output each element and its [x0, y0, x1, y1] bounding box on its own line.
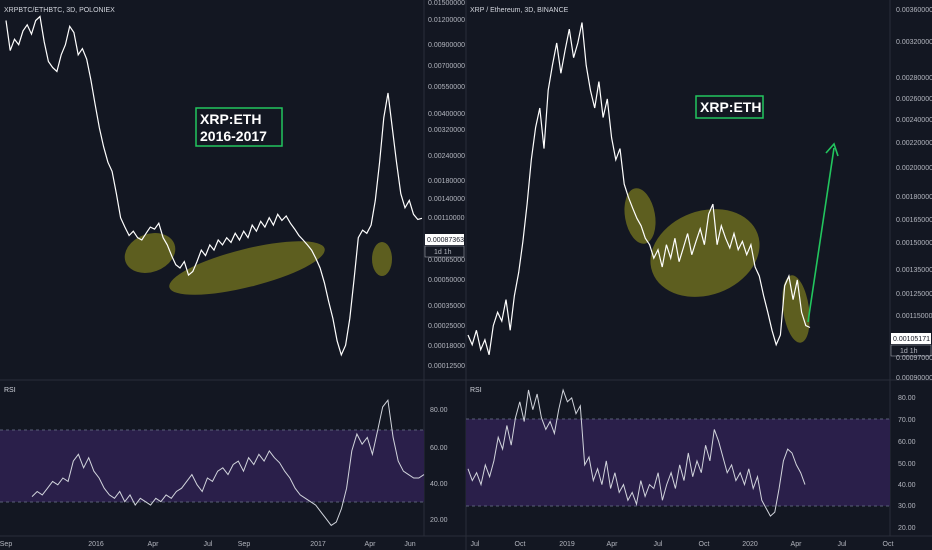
left-price-tick: 0.00400000	[428, 111, 465, 118]
right-price-tick: 0.00220000	[896, 140, 932, 147]
right-time-tick: Jul	[838, 541, 847, 548]
right-rsi-tick: 80.00	[898, 395, 916, 402]
right-price-tick: 0.00165000	[896, 217, 932, 224]
right-rsi-tick: 40.00	[898, 482, 916, 489]
left-price-tick: 0.00320000	[428, 127, 465, 134]
right-price-tick: 0.00115000	[896, 313, 932, 320]
right-price-tick: 0.00090000	[896, 375, 932, 382]
last-price-tag-left	[425, 234, 464, 245]
highlight-ellipse-2	[169, 241, 325, 295]
left-rsi-tick: 20.00	[430, 517, 448, 524]
right-time-tick: Jul	[471, 541, 480, 548]
rsi-line-left	[31, 398, 425, 527]
countdown-tag-left	[424, 245, 465, 258]
right-rsi-tick: 20.00	[898, 525, 916, 532]
right-price-tick: 0.00200000	[896, 165, 932, 172]
annotation-box-right	[695, 95, 764, 119]
left-price-tick: 0.01200000	[428, 17, 465, 24]
left-price-tick: 0.00025000	[428, 323, 465, 330]
left-time-tick: Apr	[148, 541, 160, 548]
left-time-tick: Sep	[238, 541, 251, 548]
up-arrow-head	[825, 142, 839, 157]
left-rsi-title: RSI	[4, 387, 16, 394]
left-price-tick: 0.00065000	[428, 257, 465, 264]
right-time-tick: 2020	[742, 541, 758, 548]
right-price-tick: 0.00097000	[896, 355, 932, 362]
left-price-tick: 0.00110000	[428, 215, 465, 222]
last-price-label-right: 0.00105171	[893, 336, 930, 343]
last-price-label-left: 0.00087363	[427, 237, 464, 244]
annotation-box-left	[195, 107, 283, 147]
right-time-tick: Oct	[699, 541, 710, 548]
left-price-tick: 0.00012500	[428, 363, 465, 370]
left-price-tick: 0.00018000	[428, 343, 465, 350]
left-price-tick: 0.00900000	[428, 42, 465, 49]
rsi-line-right	[467, 388, 806, 517]
up-arrow-line	[807, 147, 835, 323]
annotation-left-line2: 2016-2017	[200, 128, 267, 144]
left-price-tick: 0.01500000	[428, 0, 465, 7]
left-time-tick: 2017	[310, 541, 326, 548]
right-price-tick: 0.00280000	[896, 75, 932, 82]
highlight-ellipse-1	[124, 233, 176, 273]
price-line-right	[467, 22, 811, 355]
left-chart-title: XRPBTC/ETHBTC, 3D, POLONIEX	[4, 7, 115, 14]
right-time-tick: 2019	[559, 541, 575, 548]
left-rsi-tick: 80.00	[430, 407, 448, 414]
countdown-left: 1d 1h	[434, 249, 452, 256]
left-price-tick: 0.00140000	[428, 196, 465, 203]
left-time-tick: 2016	[88, 541, 104, 548]
right-price-tick: 0.00180000	[896, 194, 932, 201]
left-price-tick: 0.00180000	[428, 178, 465, 185]
countdown-right: 1d 1h	[900, 348, 918, 355]
highlight-ellipse-5	[650, 209, 760, 297]
left-rsi-tick: 40.00	[430, 481, 448, 488]
left-time-tick: Jun	[404, 541, 415, 548]
right-time-tick: Apr	[607, 541, 619, 548]
right-price-tick: 0.00260000	[896, 96, 932, 103]
countdown-tag-right	[890, 344, 932, 357]
right-time-tick: Jul	[654, 541, 663, 548]
right-rsi-tick: 50.00	[898, 461, 916, 468]
rsi-band-right	[466, 419, 890, 506]
right-price-tick: 0.00360000	[896, 7, 932, 14]
right-rsi-tick: 60.00	[898, 439, 916, 446]
annotation-left-line1: XRP:ETH	[200, 111, 261, 127]
left-rsi-tick: 60.00	[430, 445, 448, 452]
highlight-ellipse-4	[624, 188, 656, 244]
right-price-tick: 0.00240000	[896, 117, 932, 124]
right-price-tick: 0.00150000	[896, 240, 932, 247]
left-time-tick: Jul	[204, 541, 213, 548]
right-rsi-tick: 30.00	[898, 503, 916, 510]
left-price-tick: 0.00240000	[428, 153, 465, 160]
left-price-tick: 0.00550000	[428, 84, 465, 91]
right-rsi-tick: 70.00	[898, 417, 916, 424]
right-price-tick: 0.00135000	[896, 267, 932, 274]
left-price-tick: 0.00700000	[428, 63, 465, 70]
right-time-tick: Oct	[883, 541, 894, 548]
right-chart-title: XRP / Ethereum, 3D, BINANCE	[470, 7, 569, 14]
left-time-tick: Apr	[365, 541, 377, 548]
left-time-tick: Sep	[0, 541, 12, 548]
left-price-tick: 0.00050000	[428, 277, 465, 284]
right-price-tick: 0.00320000	[896, 39, 932, 46]
rsi-band-left	[0, 430, 424, 502]
highlight-ellipse-6	[782, 275, 810, 343]
annotation-right: XRP:ETH	[700, 99, 761, 115]
right-price-tick: 0.00125000	[896, 291, 932, 298]
highlight-ellipse-3	[372, 242, 392, 276]
right-time-tick: Oct	[515, 541, 526, 548]
price-line-left	[5, 15, 423, 357]
last-price-tag-right	[891, 333, 931, 344]
left-price-tick: 0.00035000	[428, 303, 465, 310]
right-rsi-title: RSI	[470, 387, 482, 394]
right-time-tick: Apr	[791, 541, 803, 548]
